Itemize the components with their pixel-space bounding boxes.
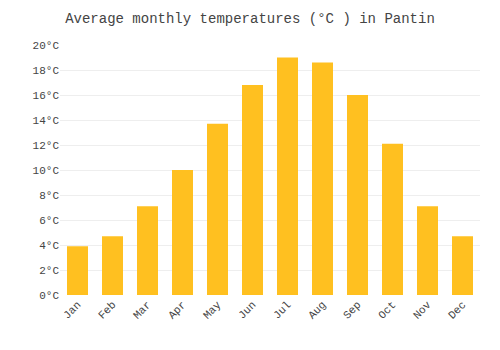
svg-text:Dec: Dec xyxy=(446,299,468,321)
svg-text:Jan: Jan xyxy=(61,299,83,321)
svg-text:10°C: 10°C xyxy=(33,165,60,177)
svg-text:May: May xyxy=(201,299,224,322)
svg-text:18°C: 18°C xyxy=(33,65,60,77)
svg-text:8°C: 8°C xyxy=(39,190,59,202)
svg-text:Average monthly temperatures (: Average monthly temperatures (°C ) in Pa… xyxy=(65,11,435,27)
svg-text:2°C: 2°C xyxy=(39,265,59,277)
svg-text:14°C: 14°C xyxy=(33,115,60,127)
svg-text:0°C: 0°C xyxy=(39,290,59,302)
svg-text:Sep: Sep xyxy=(341,299,363,321)
svg-text:4°C: 4°C xyxy=(39,240,59,252)
svg-text:Mar: Mar xyxy=(131,299,153,321)
svg-text:Jun: Jun xyxy=(236,299,258,321)
svg-text:Jul: Jul xyxy=(271,299,293,321)
svg-text:16°C: 16°C xyxy=(33,90,60,102)
svg-text:Oct: Oct xyxy=(376,299,398,321)
svg-text:Aug: Aug xyxy=(306,299,328,321)
svg-text:Feb: Feb xyxy=(96,299,118,321)
svg-text:Apr: Apr xyxy=(166,299,188,321)
svg-text:12°C: 12°C xyxy=(33,140,60,152)
svg-text:20°C: 20°C xyxy=(33,40,60,52)
svg-text:6°C: 6°C xyxy=(39,215,59,227)
svg-text:Nov: Nov xyxy=(411,299,434,322)
